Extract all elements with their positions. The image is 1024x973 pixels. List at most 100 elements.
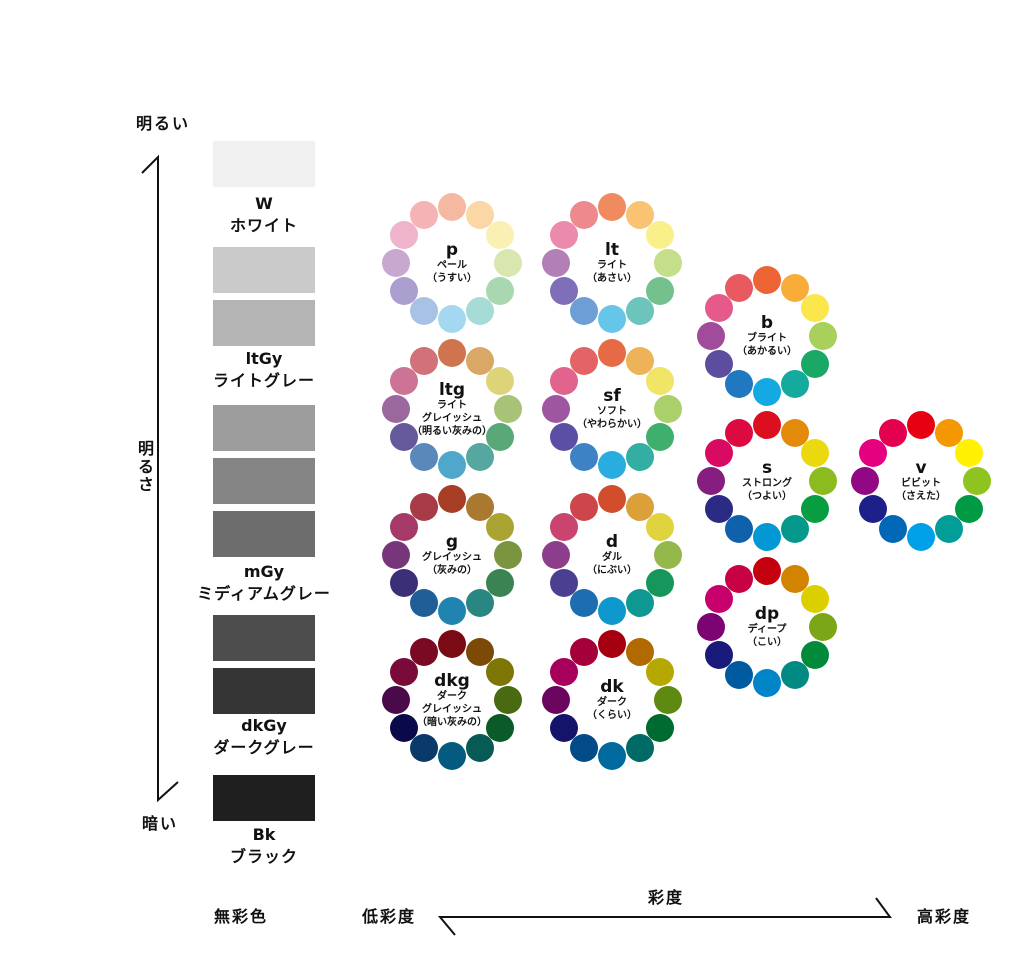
color-dot-s-7 [753,523,781,551]
tone-code: s [761,458,773,478]
color-dot-s-2 [781,418,809,447]
color-dot-g-5 [486,569,515,597]
tone-wheel-d: d ダル （にぶい） [542,485,682,625]
tone-name-line: ダーク [597,697,627,708]
color-dot-ltg-3 [486,367,515,395]
color-dot-p-10 [382,249,410,277]
color-dot-s-8 [725,515,753,544]
tone-label-dk: dk ダーク （くらい） [562,660,662,740]
color-dot-ltg-4 [494,395,522,423]
tone-wheel-g: g グレイッシュ （灰みの） [382,485,522,625]
tone-code: p [445,240,459,260]
gray-swatch-dkGy-2 [213,668,315,714]
tone-name-line: グレイッシュ [422,703,482,715]
color-dot-d-5 [646,569,675,597]
color-dot-p-7 [438,305,466,333]
gray-name: ダークグレー [213,738,315,757]
tone-wheel-dk: dk ダーク （くらい） [542,630,682,770]
color-dot-d-12 [570,492,598,521]
color-dot-dkg-12 [410,637,438,666]
gray-code: dkGy [241,716,287,735]
tone-code: dp [754,604,780,624]
color-dot-d-4 [654,541,682,569]
color-dot-s-1 [753,411,781,439]
color-dot-b-2 [781,273,809,302]
color-dot-d-10 [542,541,570,569]
color-dot-sf-12 [570,346,598,375]
tone-wheel-ltg: ltg ライト グレイッシュ （明るい灰みの） [382,339,522,479]
color-dot-b-3 [801,294,830,322]
dark-label: 暗い [142,814,179,833]
color-dot-s-5 [801,495,830,523]
gray-code: mGy [243,562,285,581]
gray-swatch-mGy-1 [213,405,315,451]
tone-name-line: （明るい灰みの） [412,425,492,437]
tone-label-b: b ブライト （あかるい） [717,296,817,376]
color-dot-v-9 [858,495,887,523]
color-dot-s-10 [697,467,725,495]
gray-code: W [255,194,273,213]
color-dot-v-2 [935,418,963,447]
color-dot-v-1 [907,411,935,439]
tone-code: dk [600,677,624,697]
color-dot-dkg-11 [389,658,418,686]
color-dot-dk-10 [542,686,570,714]
color-dot-ltg-9 [389,423,418,451]
color-dot-b-12 [725,273,753,302]
color-dot-b-10 [697,322,725,350]
color-dot-dk-8 [570,734,598,763]
tone-name-line: （やわらかい） [577,419,647,430]
tone-name-line: ソフト [597,406,627,417]
color-dot-v-8 [879,515,907,544]
color-dot-dkg-9 [389,714,418,742]
color-dot-ltg-5 [486,423,515,451]
color-dot-g-3 [486,513,515,541]
color-dot-dkg-8 [410,734,438,763]
color-dot-sf-1 [598,339,626,367]
color-dot-lt-8 [570,297,598,326]
tone-name-line: ライト [437,399,467,411]
color-dot-dkg-3 [486,658,515,686]
color-dot-ltg-7 [438,451,466,479]
saturation-axis-label: 彩度 [648,888,685,907]
color-dot-lt-4 [654,249,682,277]
color-dot-dk-7 [598,742,626,770]
color-dot-dk-5 [646,714,675,742]
color-dot-lt-5 [646,277,675,305]
color-dot-sf-5 [646,423,675,451]
color-dot-dp-5 [801,641,830,669]
color-dot-p-9 [389,277,418,305]
gray-caption-Bk: Bk ブラック [184,824,344,868]
color-dot-p-5 [486,277,515,305]
color-dot-d-11 [549,513,578,541]
tone-name-line: ビビット [901,478,941,489]
color-dot-g-2 [466,492,494,521]
color-dot-lt-10 [542,249,570,277]
color-dot-dkg-4 [494,686,522,714]
color-dot-ltg-2 [466,346,494,375]
tone-wheel-dp: dp ディープ （こい） [697,557,837,697]
color-dot-ltg-8 [410,443,438,472]
color-dot-b-8 [725,370,753,399]
tone-name-line: ライト [597,260,627,271]
gray-caption-ltGy: ltGy ライトグレー [184,348,344,392]
color-dot-dp-4 [809,613,837,641]
color-dot-dk-6 [626,734,654,763]
color-dot-p-4 [494,249,522,277]
color-dot-p-6 [466,297,494,326]
gray-name: ミディアムグレー [197,584,331,603]
color-dot-v-3 [955,439,984,467]
color-dot-p-8 [410,297,438,326]
color-dot-v-10 [851,467,879,495]
gray-swatch-mGy-3 [213,511,315,557]
tone-code: ltg [438,379,466,400]
tone-name-line: グレイッシュ [422,412,482,424]
tone-label-dkg: dkg ダーク グレイッシュ （暗い灰みの） [402,660,502,740]
color-dot-sf-2 [626,346,654,375]
tone-code: g [445,532,459,552]
color-dot-sf-6 [626,443,654,472]
color-dot-v-11 [858,439,887,467]
color-dot-g-9 [389,569,418,597]
tone-name-line: ストロング [742,478,792,489]
color-dot-sf-11 [549,367,578,395]
